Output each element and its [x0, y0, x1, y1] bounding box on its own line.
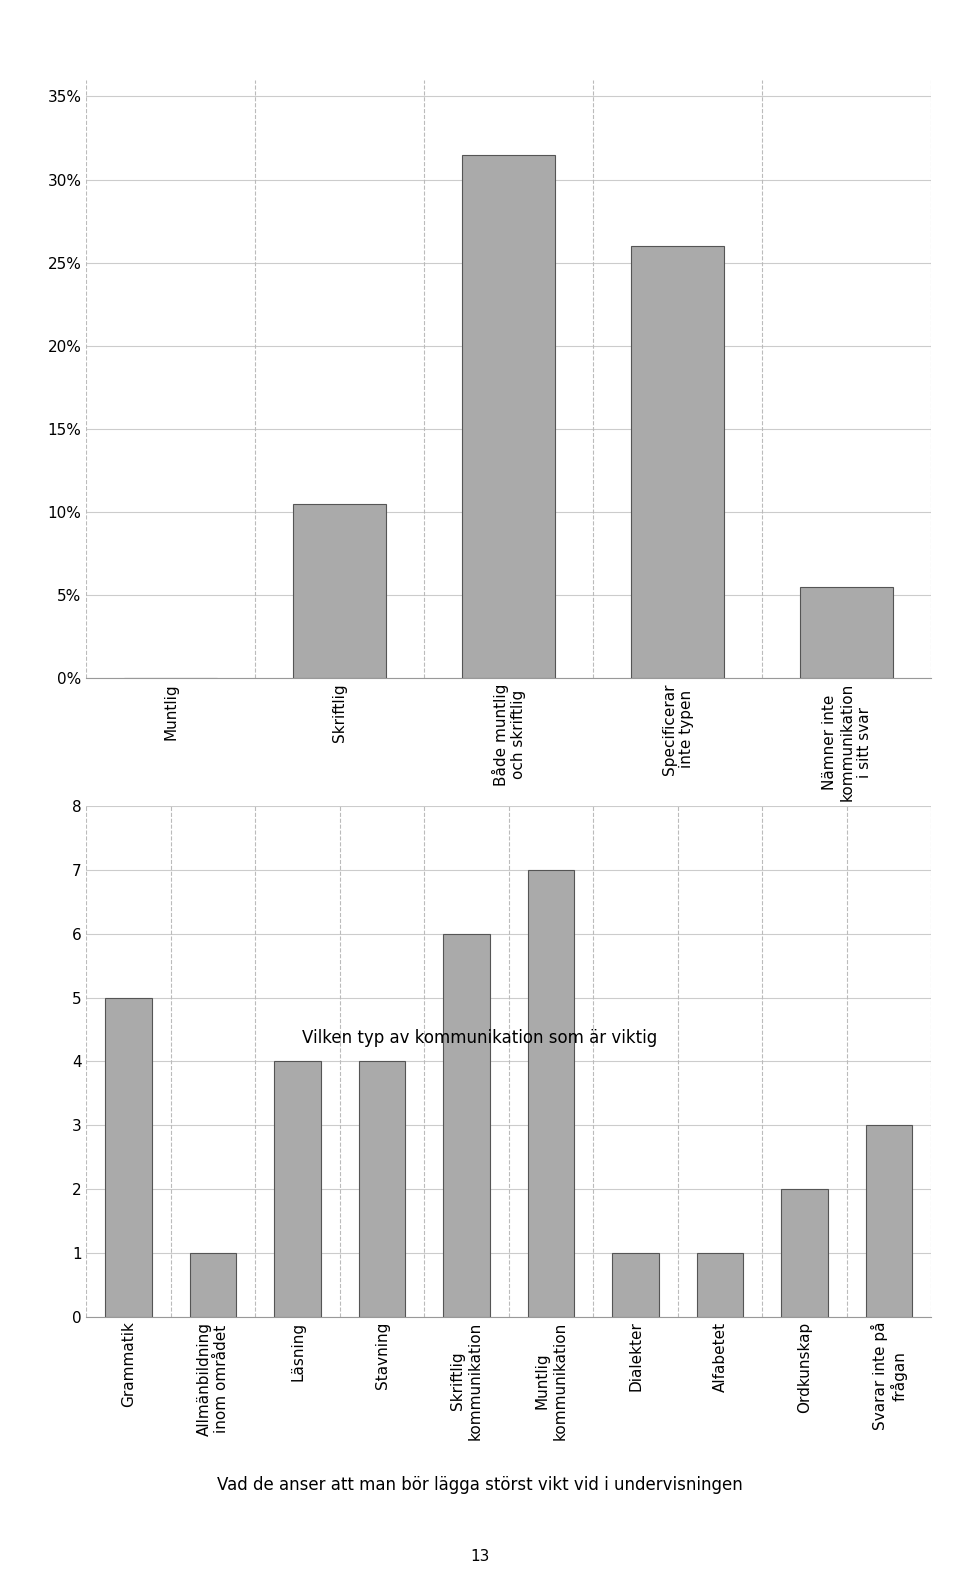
Bar: [106, 998, 152, 1317]
Text: 13: 13: [470, 1550, 490, 1564]
Bar: [528, 870, 574, 1317]
Bar: [463, 155, 555, 678]
Text: Vad de anser att man bör lägga störst vikt vid i undervisningen: Vad de anser att man bör lägga störst vi…: [217, 1476, 743, 1494]
Bar: [866, 1125, 912, 1317]
Bar: [190, 1253, 236, 1317]
Bar: [612, 1253, 659, 1317]
Bar: [359, 1061, 405, 1317]
Bar: [632, 246, 724, 678]
Bar: [781, 1189, 828, 1317]
Text: Vilken typ av kommunikation som är viktig: Vilken typ av kommunikation som är vikti…: [302, 1029, 658, 1047]
Bar: [697, 1253, 743, 1317]
Bar: [275, 1061, 321, 1317]
Bar: [801, 587, 893, 678]
Bar: [294, 504, 386, 678]
Bar: [444, 934, 490, 1317]
